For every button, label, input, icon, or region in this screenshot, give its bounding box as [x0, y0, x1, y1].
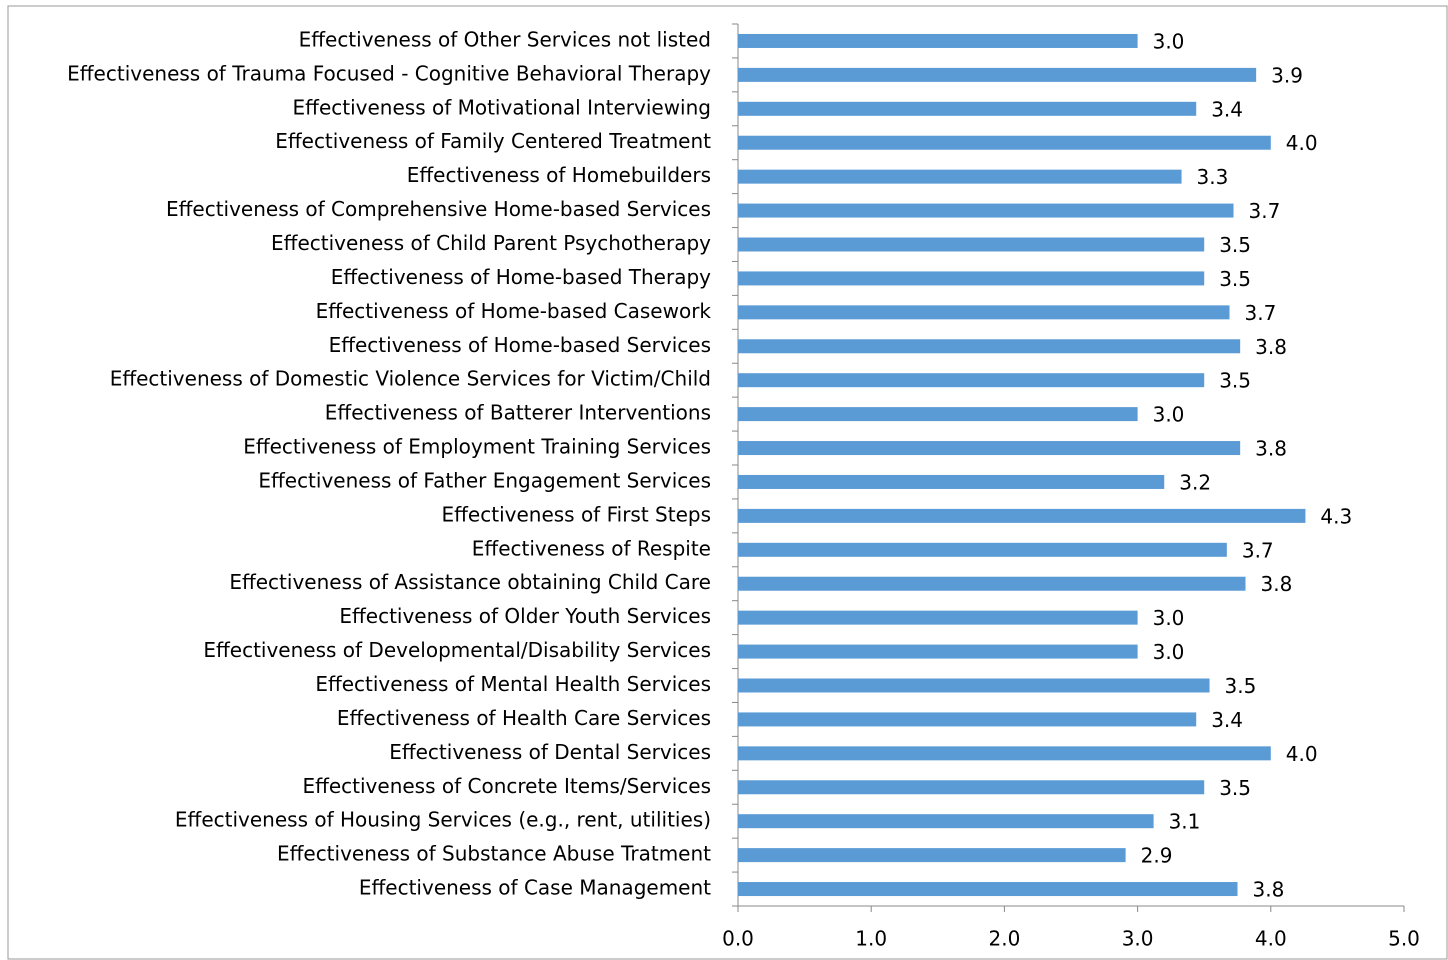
y-tick-label: Effectiveness of Home-based Casework: [316, 299, 712, 323]
x-tick-label: 0.0: [722, 927, 754, 951]
value-label: 2.9: [1141, 844, 1173, 868]
y-tick-label: Effectiveness of Other Services not list…: [299, 27, 711, 51]
value-label: 3.0: [1153, 606, 1185, 630]
value-label: 3.5: [1219, 776, 1251, 800]
y-tick-label: Effectiveness of Housing Services (e.g.,…: [175, 808, 711, 832]
y-tick-label: Effectiveness of Father Engagement Servi…: [258, 468, 711, 492]
bar: [738, 305, 1230, 320]
x-tick-label: 1.0: [855, 927, 887, 951]
value-label: 3.5: [1225, 674, 1257, 698]
bar: [738, 135, 1271, 150]
bar: [738, 67, 1257, 82]
bar: [738, 33, 1138, 48]
y-tick-label: Effectiveness of Dental Services: [389, 740, 711, 764]
value-label: 3.9: [1271, 63, 1303, 87]
bar: [738, 407, 1138, 422]
bar: [738, 237, 1205, 252]
value-label: 3.2: [1179, 470, 1211, 494]
y-tick-label: Effectiveness of Family Centered Treatme…: [275, 129, 711, 153]
value-label: 3.4: [1211, 97, 1243, 121]
value-label: 3.7: [1249, 199, 1281, 223]
y-tick-label: Effectiveness of Developmental/Disabilit…: [203, 638, 711, 662]
value-label: 3.8: [1255, 335, 1287, 359]
y-tick-label: Effectiveness of Homebuilders: [407, 163, 711, 187]
value-label: 4.0: [1286, 742, 1318, 766]
bar: [738, 373, 1205, 388]
y-tick-label: Effectiveness of Concrete Items/Services: [302, 774, 711, 798]
x-tick-label: 3.0: [1122, 927, 1154, 951]
bar: [738, 610, 1138, 625]
y-tick-label: Effectiveness of Employment Training Ser…: [243, 435, 711, 459]
value-label: 3.1: [1169, 810, 1201, 834]
value-label: 3.0: [1153, 29, 1185, 53]
bar: [738, 576, 1246, 591]
y-tick-label: Effectiveness of Case Management: [359, 876, 711, 900]
y-tick-label: Effectiveness of Trauma Focused - Cognit…: [67, 61, 711, 85]
value-label: 3.0: [1153, 403, 1185, 427]
bar: [738, 746, 1271, 761]
y-tick-label: Effectiveness of First Steps: [442, 502, 711, 526]
y-tick-label: Effectiveness of Older Youth Services: [339, 604, 711, 628]
bar: [738, 441, 1241, 456]
value-label: 3.5: [1219, 267, 1251, 291]
y-tick-label: Effectiveness of Home-based Therapy: [331, 265, 711, 289]
value-label: 3.8: [1253, 878, 1285, 902]
y-tick-label: Effectiveness of Substance Abuse Tratmen…: [277, 842, 711, 866]
y-tick-label: Effectiveness of Respite: [472, 536, 711, 560]
bar: [738, 101, 1197, 116]
bar: [738, 474, 1165, 489]
bar: [738, 814, 1154, 829]
value-label: 3.4: [1211, 708, 1243, 732]
y-tick-label: Effectiveness of Home-based Services: [329, 333, 711, 357]
y-tick-label: Effectiveness of Child Parent Psychother…: [271, 231, 711, 255]
y-tick-label: Effectiveness of Batterer Interventions: [325, 401, 711, 425]
x-tick-label: 5.0: [1388, 927, 1420, 951]
value-label: 3.0: [1153, 640, 1185, 664]
value-label: 3.7: [1242, 538, 1274, 562]
y-tick-label: Effectiveness of Motivational Interviewi…: [293, 95, 711, 119]
value-label: 3.8: [1255, 437, 1287, 461]
bar: [738, 712, 1197, 727]
x-tick-label: 2.0: [988, 927, 1020, 951]
bar: [738, 203, 1234, 218]
bar: [738, 169, 1182, 184]
bar: [738, 339, 1241, 354]
value-label: 4.3: [1320, 504, 1352, 528]
bar: [738, 848, 1126, 863]
value-label: 4.0: [1286, 131, 1318, 155]
value-label: 3.8: [1260, 572, 1292, 596]
value-label: 3.5: [1219, 233, 1251, 257]
y-tick-label: Effectiveness of Health Care Services: [337, 706, 711, 730]
bar: [738, 271, 1205, 286]
y-tick-label: Effectiveness of Assistance obtaining Ch…: [229, 570, 711, 594]
value-label: 3.3: [1197, 165, 1229, 189]
value-label: 3.7: [1245, 301, 1277, 325]
y-tick-label: Effectiveness of Domestic Violence Servi…: [110, 367, 711, 391]
bar: [738, 678, 1210, 693]
value-label: 3.5: [1219, 369, 1251, 393]
bar: [738, 508, 1306, 523]
bar: [738, 644, 1138, 659]
bar: [738, 542, 1227, 557]
y-tick-label: Effectiveness of Mental Health Services: [315, 672, 711, 696]
x-tick-label: 4.0: [1255, 927, 1287, 951]
y-tick-label: Effectiveness of Comprehensive Home-base…: [166, 197, 711, 221]
chart-frame: [7, 5, 1448, 960]
bar: [738, 882, 1238, 897]
bar: [738, 780, 1205, 795]
